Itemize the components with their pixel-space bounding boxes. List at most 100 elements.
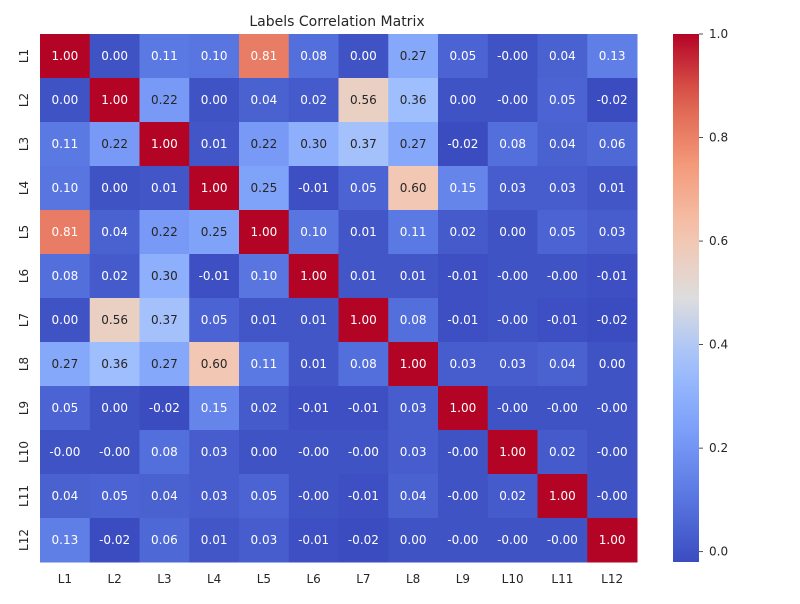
cell-value-label: 0.00 (251, 445, 278, 459)
cell-value-label: 0.01 (201, 533, 228, 547)
heatmap-cell (189, 254, 240, 299)
y-tick-label: L2 (17, 93, 31, 107)
cell-value-label: 0.05 (201, 313, 228, 327)
y-tick-label: L7 (17, 313, 31, 327)
heatmap-cell (89, 78, 140, 123)
cell-value-label: -0.00 (597, 445, 628, 459)
cell-value-label: 0.81 (251, 49, 278, 63)
heatmap-cell (89, 518, 140, 563)
heatmap-cell (89, 122, 140, 167)
heatmap-cell (338, 78, 389, 123)
heatmap-cell (338, 474, 389, 519)
heatmap-cell (338, 518, 389, 563)
heatmap-cell (288, 166, 339, 211)
cell-value-label: 0.60 (201, 357, 228, 371)
cell-value-label: 0.03 (400, 445, 427, 459)
cell-value-label: -0.01 (547, 313, 578, 327)
heatmap-cell (338, 430, 389, 475)
heatmap-cell (40, 254, 91, 299)
cell-value-label: 0.01 (599, 181, 626, 195)
cell-value-label: 0.27 (400, 137, 427, 151)
cell-value-label: -0.00 (547, 401, 578, 415)
heatmap-cell (239, 166, 290, 211)
heatmap-cell (487, 518, 538, 563)
cell-value-label: 0.00 (400, 533, 427, 547)
cell-value-label: -0.00 (447, 445, 478, 459)
cell-value-label: 0.00 (499, 225, 526, 239)
heatmap-cell (537, 342, 588, 387)
heatmap-cell (288, 430, 339, 475)
heatmap-cell (139, 78, 190, 123)
cell-value-label: 0.15 (450, 181, 477, 195)
heatmap-cell (189, 518, 240, 563)
heatmap-cell (239, 254, 290, 299)
heatmap-cell (587, 386, 638, 431)
cell-value-label: -0.01 (348, 401, 379, 415)
cell-value-label: 0.08 (300, 49, 327, 63)
heatmap-cell (487, 34, 538, 79)
cell-value-label: -0.00 (497, 93, 528, 107)
heatmap-cell (438, 254, 489, 299)
colorbar-tick-label: 0.0 (709, 545, 728, 559)
heatmap-cell (239, 386, 290, 431)
cell-value-label: 0.03 (201, 445, 228, 459)
heatmap-cell (139, 34, 190, 79)
heatmap-cell (288, 298, 339, 343)
heatmap-cell (239, 78, 290, 123)
cell-value-label: 0.04 (400, 489, 427, 503)
cell-value-label: 0.02 (101, 269, 128, 283)
cell-value-label: 0.05 (450, 49, 477, 63)
heatmap-cell (388, 34, 439, 79)
cell-value-label: 1.00 (52, 49, 79, 63)
heatmap-cell (487, 166, 538, 211)
cell-value-label: -0.00 (447, 533, 478, 547)
heatmap-cell (338, 122, 389, 167)
cell-value-label: 0.00 (101, 49, 128, 63)
heatmap-cell (388, 430, 439, 475)
cell-value-label: -0.00 (497, 533, 528, 547)
heatmap-cell (487, 386, 538, 431)
heatmap-cell (139, 254, 190, 299)
cell-value-label: 0.01 (151, 181, 178, 195)
cell-value-label: -0.00 (497, 313, 528, 327)
x-tick-label: L9 (456, 572, 470, 586)
heatmap-cell (89, 430, 140, 475)
cell-value-label: 1.00 (350, 313, 377, 327)
heatmap-cell (537, 78, 588, 123)
heatmap-cell (139, 518, 190, 563)
cell-value-label: 0.01 (400, 269, 427, 283)
colorbar-tick-label: 0.8 (709, 131, 728, 145)
heatmap-cell (537, 166, 588, 211)
cell-value-label: 0.05 (549, 93, 576, 107)
heatmap-cell (40, 430, 91, 475)
cell-value-label: 0.22 (251, 137, 278, 151)
heatmap-cell (438, 78, 489, 123)
cell-value-label: 0.01 (300, 313, 327, 327)
heatmap-cell (587, 254, 638, 299)
cell-value-label: 0.03 (201, 489, 228, 503)
heatmap-cell (388, 166, 439, 211)
cell-value-label: 0.05 (350, 181, 377, 195)
heatmap-cell (288, 518, 339, 563)
heatmap-cell (139, 298, 190, 343)
x-tick-label: L5 (257, 572, 271, 586)
heatmap-cell (40, 166, 91, 211)
cell-value-label: 0.00 (101, 401, 128, 415)
cell-value-label: 0.13 (52, 533, 79, 547)
cell-value-label: -0.00 (99, 445, 130, 459)
heatmap-cell (388, 518, 439, 563)
cell-value-label: 0.22 (101, 137, 128, 151)
cell-value-label: 0.10 (201, 49, 228, 63)
cell-value-label: -0.00 (597, 489, 628, 503)
cell-value-label: -0.02 (597, 93, 628, 107)
heatmap-cell (89, 386, 140, 431)
cell-value-label: 0.13 (599, 49, 626, 63)
cell-value-label: 0.01 (300, 357, 327, 371)
heatmap-cell (537, 430, 588, 475)
cell-value-label: 0.04 (549, 137, 576, 151)
heatmap-cell (189, 210, 240, 255)
cell-value-label: -0.00 (447, 489, 478, 503)
cell-value-label: 0.00 (52, 313, 79, 327)
heatmap-cell (189, 166, 240, 211)
heatmap-cell (40, 34, 91, 79)
